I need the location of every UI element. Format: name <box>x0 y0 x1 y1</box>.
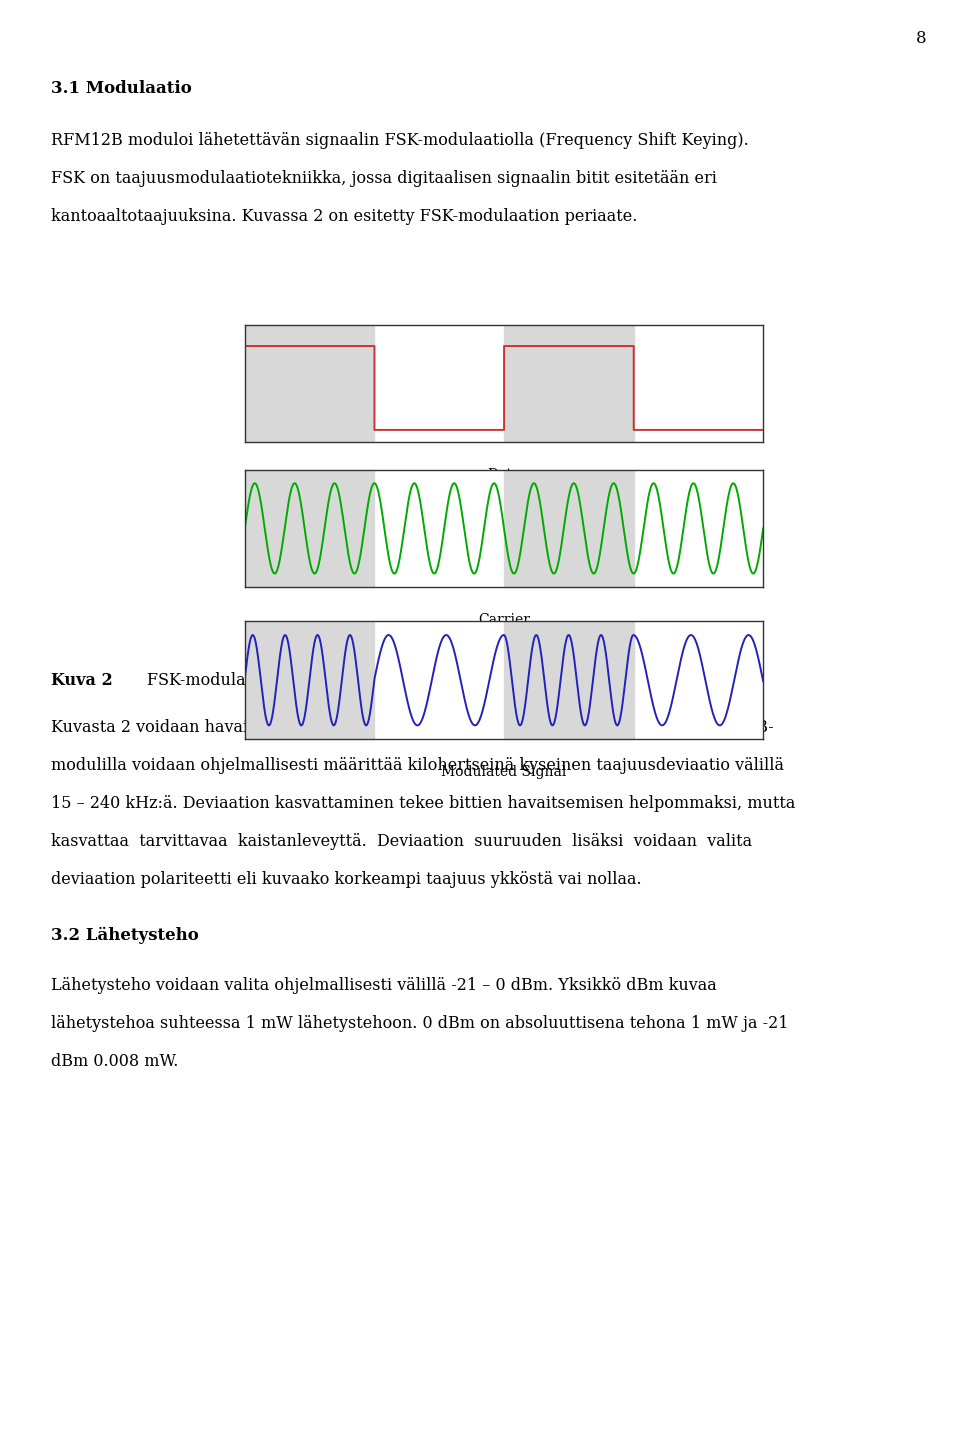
Text: Carrier: Carrier <box>478 613 530 627</box>
Bar <box>504 470 634 587</box>
Text: RFM12B moduloi lähetettävän signaalin FSK-modulaatiolla (Frequency Shift Keying): RFM12B moduloi lähetettävän signaalin FS… <box>51 132 749 149</box>
Text: Kuvasta 2 voidaan havaita 0- ja 1-bittejä kuvattavan eri kantoaaltotaajuuksilla.: Kuvasta 2 voidaan havaita 0- ja 1-bittej… <box>51 719 774 736</box>
Text: kantoaaltotaajuuksina. Kuvassa 2 on esitetty FSK-modulaation periaate.: kantoaaltotaajuuksina. Kuvassa 2 on esit… <box>51 208 637 225</box>
Text: 8: 8 <box>916 30 926 47</box>
Bar <box>245 470 374 587</box>
Text: deviaation polariteetti eli kuvaako korkeampi taajuus ykköstä vai nollaa.: deviaation polariteetti eli kuvaako kork… <box>51 871 641 888</box>
Text: dBm 0.008 mW.: dBm 0.008 mW. <box>51 1053 179 1070</box>
Text: 3.1 Modulaatio: 3.1 Modulaatio <box>51 80 192 97</box>
Text: Lähetysteho voidaan valita ohjelmallisesti välillä -21 – 0 dBm. Yksikkö dBm kuva: Lähetysteho voidaan valita ohjelmallises… <box>51 977 716 994</box>
Text: modulilla voidaan ohjelmallisesti määrittää kilohertseinä kyseinen taajuusdeviaa: modulilla voidaan ohjelmallisesti määrit… <box>51 756 784 773</box>
Text: FSK-modulaation periaate [4]: FSK-modulaation periaate [4] <box>111 672 388 689</box>
Text: 3.2 Lähetysteho: 3.2 Lähetysteho <box>51 927 199 944</box>
Text: lähetystehoa suhteessa 1 mW lähetystehoon. 0 dBm on absoluuttisena tehona 1 mW j: lähetystehoa suhteessa 1 mW lähetystehoo… <box>51 1014 788 1031</box>
Text: 15 – 240 kHz:ä. Deviaation kasvattaminen tekee bittien havaitsemisen helpommaksi: 15 – 240 kHz:ä. Deviaation kasvattaminen… <box>51 795 795 812</box>
Text: kasvattaa  tarvittavaa  kaistanleveyttä.  Deviaation  suuruuden  lisäksi  voidaa: kasvattaa tarvittavaa kaistanleveyttä. D… <box>51 833 752 849</box>
Bar <box>245 621 374 739</box>
Text: FSK on taajuusmodulaatiotekniikka, jossa digitaalisen signaalin bitit esitetään : FSK on taajuusmodulaatiotekniikka, jossa… <box>51 169 717 186</box>
Bar <box>245 325 374 442</box>
Text: Kuva 2: Kuva 2 <box>51 672 112 689</box>
Bar <box>504 325 634 442</box>
Text: Data: Data <box>488 468 520 483</box>
Text: Modulated Signal: Modulated Signal <box>442 765 566 779</box>
Bar <box>504 621 634 739</box>
